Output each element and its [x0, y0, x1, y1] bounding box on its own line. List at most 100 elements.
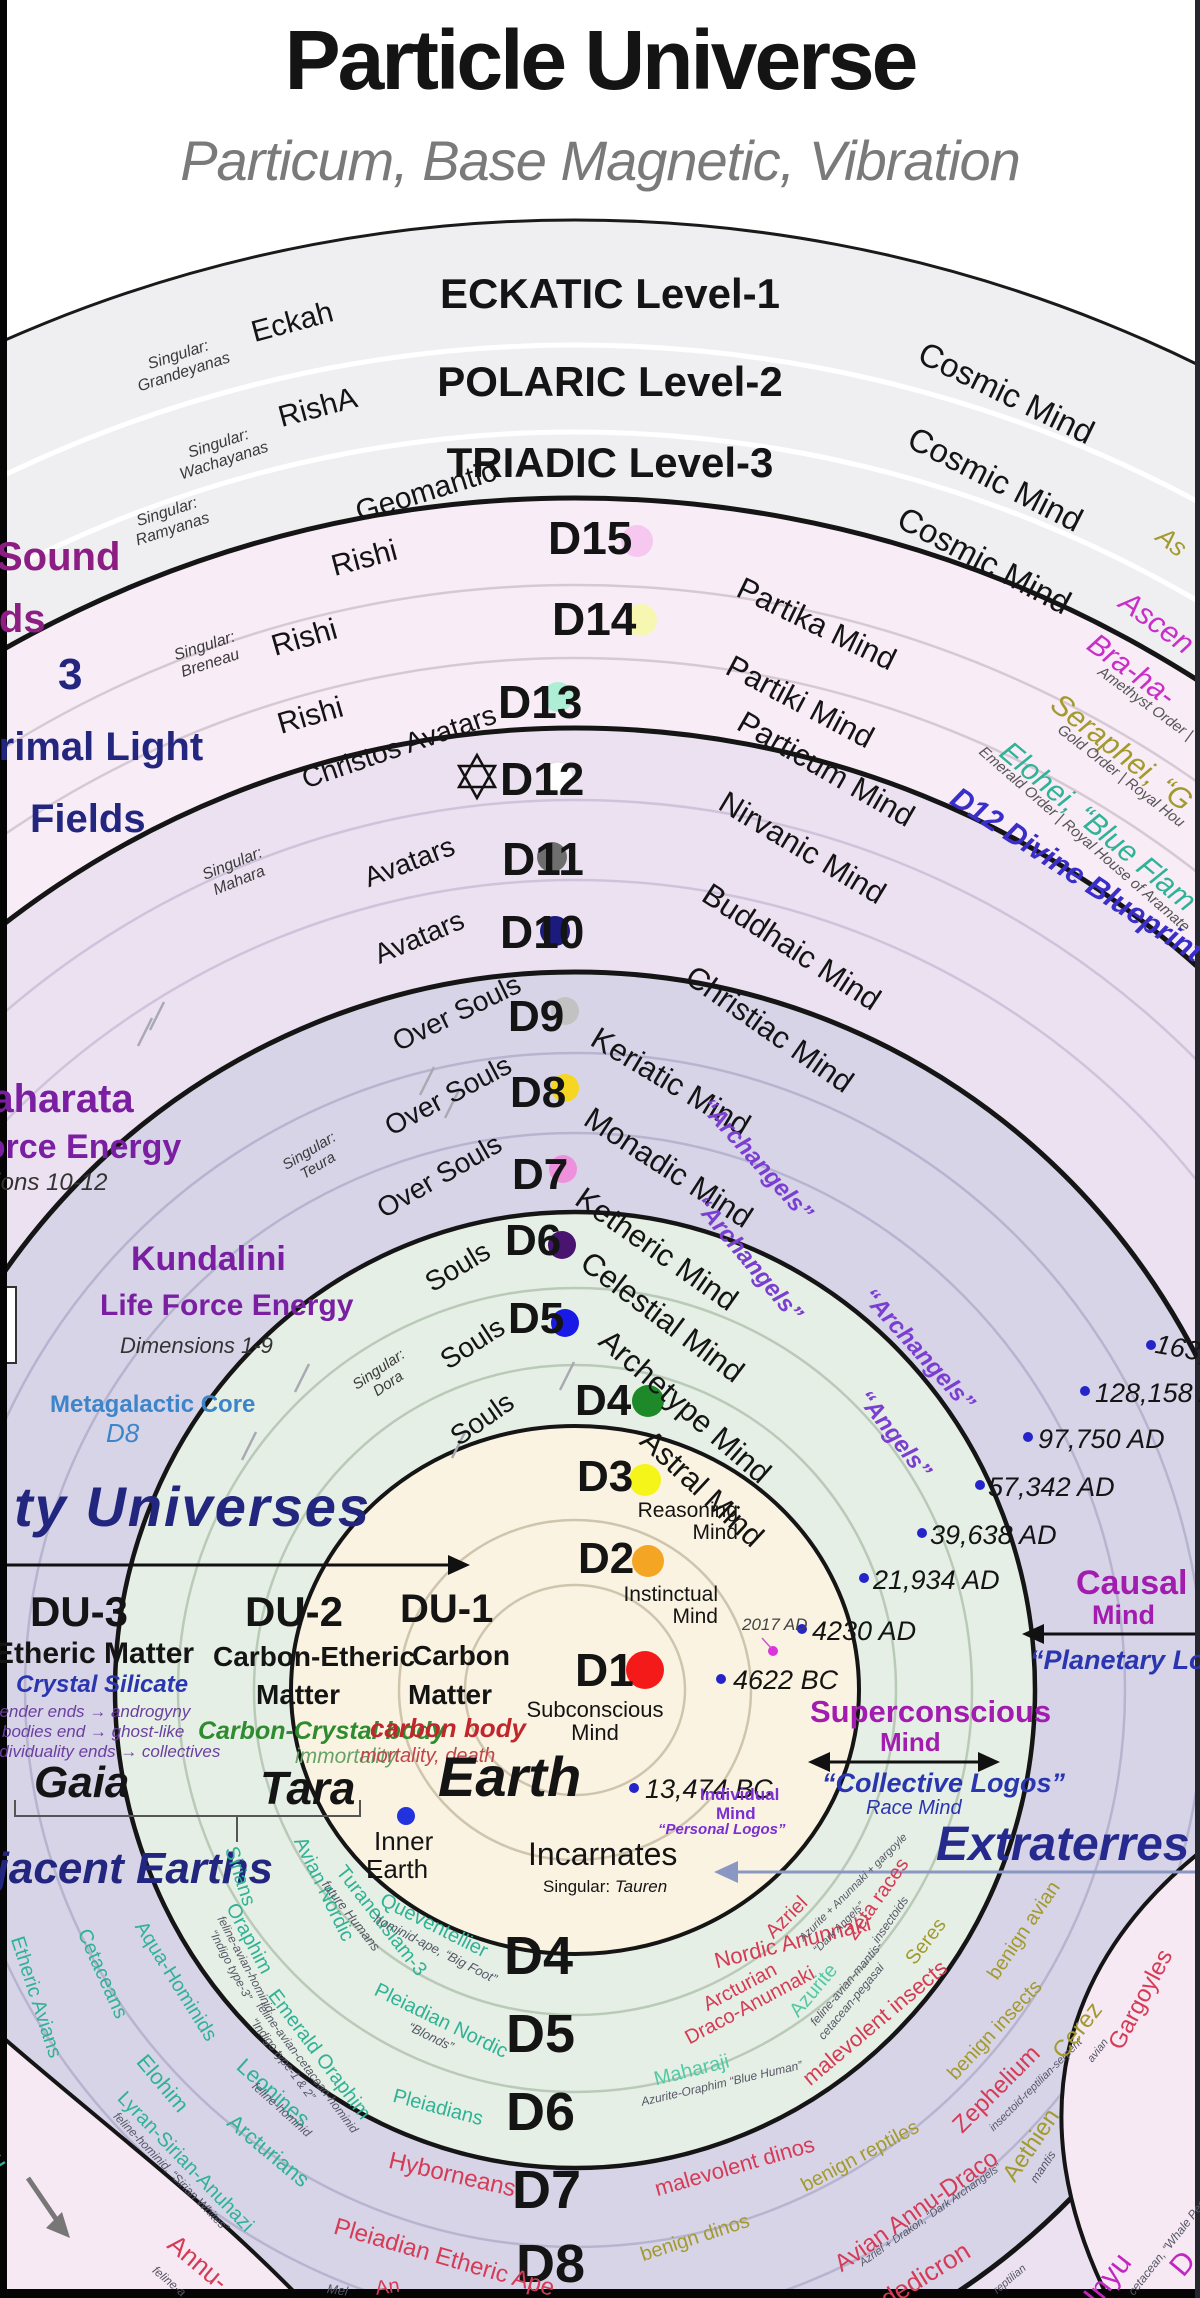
separator-arc — [0, 342, 1200, 507]
dot-2017ad — [768, 1646, 778, 1656]
du2-note: immortality — [295, 1745, 397, 1768]
du3-note1: gender ends → androgyny — [0, 1702, 191, 1721]
extraterrestrial-heading: Extraterres — [936, 1818, 1190, 1871]
dot-d1 — [626, 1651, 664, 1689]
dimension-dots — [537, 525, 664, 1689]
primal-light-line1: Primal Light — [0, 725, 204, 769]
dot-d15 — [621, 525, 653, 557]
primal-light-line2: Fields — [30, 797, 146, 841]
superconscious-arrow-left — [808, 1752, 830, 1772]
causal-mind-1: Causal — [1076, 1564, 1188, 1602]
du1-body: carbon body — [370, 1713, 527, 1743]
mind-reasoning: Reasoning Mind — [588, 1499, 738, 1545]
dot-d4 — [632, 1385, 664, 1417]
dot-d9 — [551, 997, 579, 1025]
causal-arrow — [1022, 1624, 1044, 1644]
race-mind: Race Mind — [866, 1797, 962, 1819]
separator-arc — [176, 1286, 974, 2094]
extraterrestrial-arrow — [714, 1861, 738, 1883]
metagalactic-d8: D8 — [106, 1418, 140, 1448]
dot-d2 — [632, 1545, 664, 1577]
date-4230: 4230 AD — [812, 1616, 917, 1646]
planetary-logos: “Planetary Logos” — [1030, 1645, 1200, 1675]
du2-matter2: Matter — [256, 1679, 341, 1710]
collective-logos: “Collective Logos” — [822, 1768, 1066, 1798]
fragment-mel: Mel — [326, 2281, 349, 2298]
du3-note2: bodies end → ghost-like — [2, 1722, 185, 1741]
dim-label-d11: D11 — [502, 833, 584, 885]
dot-d13 — [543, 682, 573, 712]
separator-arc — [23, 1131, 1127, 2249]
dot-d14 — [625, 604, 657, 636]
personal-logos: “Personal Logos” — [658, 1821, 786, 1838]
bottom-dim-d6: D6 — [506, 2082, 576, 2142]
dim-label-d14: D14 — [552, 593, 637, 645]
superconscious-1: Superconscious — [810, 1694, 1052, 1729]
adjacent-earths: Adjacent Earths — [0, 1844, 273, 1893]
date-13474bc: 13,474 BC — [645, 1774, 773, 1804]
date-39638: 39,638 AD — [930, 1520, 1057, 1550]
incarnates-label: Incarnates — [528, 1836, 678, 1872]
date-2017: 2017 AD — [742, 1615, 808, 1634]
dim-label-d5: D5 — [508, 1294, 565, 1343]
separator-arc — [252, 1363, 898, 2017]
pink-corner-right — [1061, 1852, 1200, 2298]
du1-matter1: Carbon — [412, 1640, 510, 1671]
du3-id: DU-3 — [30, 1588, 129, 1635]
dim-label-d9: D9 — [508, 992, 565, 1041]
leader-2017ad — [761, 1637, 772, 1649]
anyu-annu-arrow — [46, 2212, 70, 2238]
dim-label-d8: D8 — [510, 1068, 567, 1117]
mind-line1: Instinctual — [623, 1583, 718, 1606]
maharata-dimensions: Dimensions 10-12 — [0, 1169, 108, 1196]
du2-body: Carbon-Crystal body — [198, 1717, 446, 1745]
separator-arc — [0, 657, 1200, 877]
sound-fields-line1: Sound — [0, 535, 121, 579]
timeline-dots — [629, 1340, 1156, 1793]
causal-mind-2: Mind — [1092, 1600, 1155, 1630]
kundalini-energy: Life Force Energy — [100, 1289, 354, 1322]
tick-marks — [136, 1001, 576, 1461]
frame-bar-bottom — [0, 2289, 1200, 2298]
maharata-energy: Force Energy — [0, 1128, 182, 1166]
dot-d6 — [548, 1231, 576, 1259]
pink-corner-right-edge — [1059, 1850, 1200, 2298]
universes-arrow — [448, 1555, 470, 1575]
mind-line2: Mind — [571, 1720, 619, 1746]
superconscious-arrow-right — [978, 1752, 1000, 1772]
page-title: Particle Universe — [284, 13, 919, 107]
dot-inner-earth — [397, 1807, 415, 1825]
du1-matter2: Matter — [408, 1679, 493, 1710]
dim-label-d12: D12 — [500, 753, 585, 805]
bottom-dim-d5: D5 — [506, 2004, 576, 2064]
mind-line2: Mind — [692, 1521, 738, 1545]
date-128158: 128,158 AD — [1095, 1378, 1200, 1408]
kundalini-dimensions: Dimensions 1-9 — [120, 1333, 273, 1358]
ring-title-polaric: POLARIC Level-2 — [437, 358, 783, 405]
superconscious-2: Mind — [880, 1727, 941, 1757]
du1-id: DU-1 — [400, 1587, 494, 1631]
bottom-dim-d7: D7 — [512, 2160, 582, 2220]
mind-line1: Reasoning — [637, 1499, 738, 1522]
singular-tauren: Singular: Tauren — [543, 1878, 667, 1896]
du3-matter: Etheric Matter — [0, 1637, 195, 1670]
du3-world-gaia: Gaia — [34, 1758, 130, 1807]
separator-arc — [0, 584, 1200, 786]
sound-fields-line2: Fields — [0, 597, 46, 641]
date-4622bc: 4622 BC — [733, 1665, 839, 1695]
dot-d5 — [551, 1309, 579, 1337]
dot-d8 — [551, 1074, 579, 1102]
separator-arc — [397, 1518, 753, 1862]
frame-bar-right — [1195, 0, 1200, 2298]
bottom-dim-d8: D8 — [516, 2234, 586, 2294]
dim-label-d7: D7 — [512, 1150, 569, 1199]
page-subtitle: Particum, Base Magnetic, Vibration — [180, 129, 1021, 192]
separator-arc — [0, 1051, 1200, 2298]
maharata-title: Maharata — [0, 1077, 134, 1121]
inner-earth-2: Earth — [366, 1854, 429, 1884]
separator-arc — [0, 799, 1200, 1066]
separator-arc — [0, 429, 1200, 606]
dim-label-d10: D10 — [500, 906, 585, 958]
dim-label-d4: D4 — [575, 1376, 632, 1425]
du2-matter1: Carbon-Etheric — [213, 1641, 416, 1672]
